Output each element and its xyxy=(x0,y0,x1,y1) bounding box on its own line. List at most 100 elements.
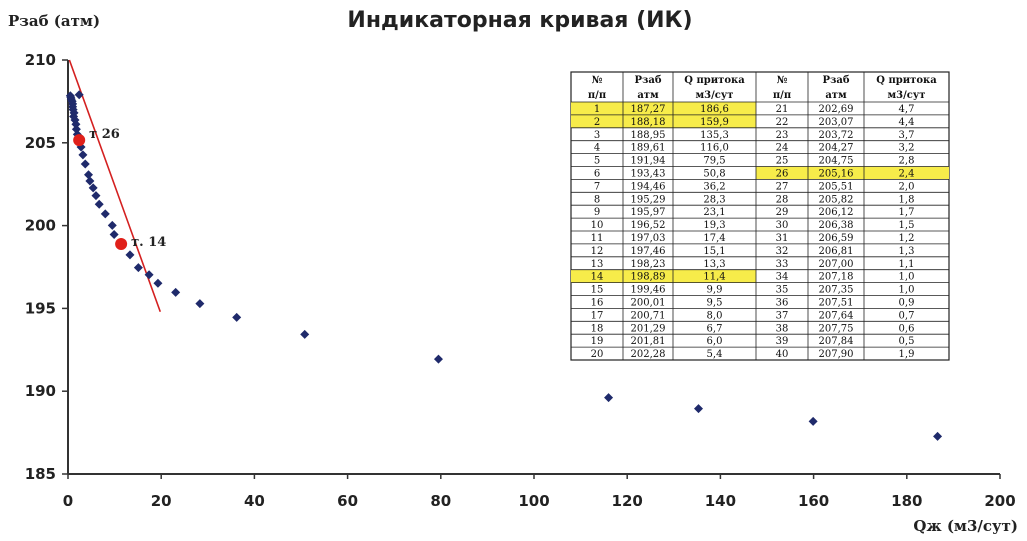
table-cell: 9,9 xyxy=(707,285,723,296)
table-cell: 206,81 xyxy=(819,246,854,257)
x-axis-ticks: 0 20 40 60 80 100 120 140 160 180 200 xyxy=(63,474,1016,510)
table-cell: 191,94 xyxy=(631,156,666,167)
trendline xyxy=(68,59,162,312)
table-cell: 198,23 xyxy=(631,259,666,270)
table-header-cell: атм xyxy=(637,90,659,101)
table-cell-highlight xyxy=(864,166,949,180)
data-point xyxy=(78,150,88,160)
x-tick-label: 200 xyxy=(984,492,1015,510)
y-tick-label: 205 xyxy=(25,134,56,152)
table-cell: 205,82 xyxy=(819,194,854,205)
x-tick-label: 80 xyxy=(430,492,451,510)
table-cell: 207,51 xyxy=(819,298,854,309)
table-cell: 13 xyxy=(591,259,604,270)
table-cell: 187,27 xyxy=(631,104,666,115)
table-cell: 16 xyxy=(591,298,604,309)
data-point xyxy=(693,404,703,414)
table-cell: 13,3 xyxy=(703,259,725,270)
table-cell: 19,3 xyxy=(703,220,725,231)
table-cell: 206,12 xyxy=(819,207,854,218)
table-cell: 37 xyxy=(776,310,789,321)
table-cell: 201,81 xyxy=(631,336,666,347)
table-cell: 40 xyxy=(776,349,789,360)
data-point xyxy=(85,176,95,186)
table-cell: 11,4 xyxy=(703,272,725,283)
table-header-cell: Pзаб xyxy=(634,75,661,86)
table-cell: 202,28 xyxy=(631,349,666,360)
table-cell: 17,4 xyxy=(703,233,725,244)
data-point xyxy=(153,278,163,288)
table-cell: 195,97 xyxy=(631,207,666,218)
table-cell: 3,7 xyxy=(899,130,915,141)
table-cell-highlight xyxy=(673,269,756,283)
table-cell: 35 xyxy=(776,285,789,296)
table-cell-highlight xyxy=(673,114,756,128)
table-header-cell: Pзаб xyxy=(822,75,849,86)
table-cell: 188,18 xyxy=(631,117,666,128)
table-cell: 6 xyxy=(594,169,600,180)
table-cell: 204,75 xyxy=(819,156,854,167)
x-tick-label: 100 xyxy=(518,492,549,510)
table-cell: 19 xyxy=(591,336,604,347)
x-tick-label: 180 xyxy=(891,492,922,510)
data-point xyxy=(80,159,90,169)
table-cell: 24 xyxy=(776,143,789,154)
table-cell: 25 xyxy=(776,156,789,167)
table-header-cell: Q притока xyxy=(684,75,745,86)
table-cell: 29 xyxy=(776,207,789,218)
x-tick-label: 0 xyxy=(63,492,73,510)
table-cell: 188,95 xyxy=(631,130,666,141)
data-table: № Pзаб Q притока № Pзаб Q притока п/п атм м3/сут… xyxy=(570,71,950,361)
highlighted-point-marker xyxy=(115,237,128,250)
table-cell: 1,3 xyxy=(899,246,915,257)
highlighted-point-label: т. 14 xyxy=(131,235,166,250)
table-header-cell: п/п xyxy=(588,90,606,101)
data-point xyxy=(933,431,943,441)
table-cell: 23,1 xyxy=(703,207,725,218)
data-point xyxy=(808,416,818,426)
table-cell: 2,4 xyxy=(899,169,915,180)
data-point xyxy=(144,270,154,280)
table-cell: 36 xyxy=(776,298,789,309)
table-cell: 195,29 xyxy=(631,194,666,205)
table-cell: 28,3 xyxy=(703,194,725,205)
data-point xyxy=(100,209,110,219)
table-cell: 4,4 xyxy=(899,117,915,128)
data-point xyxy=(171,287,181,297)
table-cell: 199,46 xyxy=(631,285,666,296)
table-cell: 4,7 xyxy=(899,104,915,115)
highlighted-point-label: т 26 xyxy=(89,127,120,142)
x-tick-label: 120 xyxy=(612,492,643,510)
table-cell: 202,69 xyxy=(819,104,854,115)
table-cell: 2,0 xyxy=(899,181,915,192)
table-header-cell: атм xyxy=(825,90,847,101)
table-cell: 27 xyxy=(776,181,789,192)
data-point xyxy=(604,393,614,403)
table-cell: 1,0 xyxy=(899,285,915,296)
table-cell: 206,59 xyxy=(819,233,854,244)
table-header-cell: п/п xyxy=(773,90,791,101)
x-tick-label: 40 xyxy=(244,492,265,510)
table-cell: 20 xyxy=(591,349,604,360)
table-cell: 201,29 xyxy=(631,323,666,334)
data-point xyxy=(71,124,81,134)
y-tick-label: 185 xyxy=(25,465,56,483)
table-cell: 1 xyxy=(594,104,600,115)
table-cell: 205,16 xyxy=(819,169,854,180)
plot-area: т 26 т. 14 xyxy=(65,59,1000,475)
table-cell: 206,38 xyxy=(819,220,854,231)
data-point xyxy=(94,199,104,209)
table-cell: 1,0 xyxy=(899,272,915,283)
y-tick-label: 210 xyxy=(25,51,56,69)
table-cell: 21 xyxy=(776,104,789,115)
table-cell: 189,61 xyxy=(631,143,666,154)
table-cell: 18 xyxy=(591,323,604,334)
table-cell: 4 xyxy=(594,143,600,154)
table-cell: 9 xyxy=(594,207,600,218)
table-cell: 8,0 xyxy=(707,310,723,321)
data-point xyxy=(74,90,84,100)
table-cell: 15,1 xyxy=(703,246,725,257)
table-cell: 5 xyxy=(594,156,600,167)
x-tick-label: 60 xyxy=(337,492,358,510)
